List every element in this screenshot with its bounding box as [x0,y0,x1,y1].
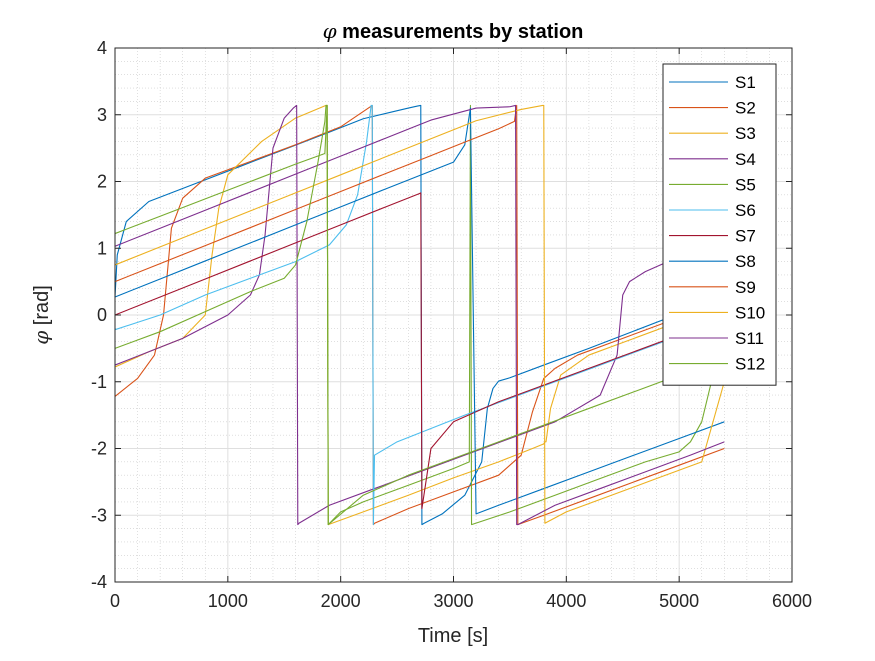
x-tick-label: 5000 [659,591,699,611]
legend-label-s5: S5 [735,175,756,194]
x-tick-label: 1000 [208,591,248,611]
x-tick-label: 0 [110,591,120,611]
series-line-s12 [114,104,714,526]
series-line-s8 [114,107,725,515]
y-axis-label-symbol: φ [29,331,53,345]
x-tick-label: 4000 [546,591,586,611]
legend: S1 S2 S3 S4 S5 S6 S7 S8 S9 S10 S11 S12 [662,63,777,386]
series-line-s2 [114,104,728,526]
series-layer [114,104,728,526]
y-tick-label: 1 [97,238,107,258]
ticks-layer: 0 1000 2000 3000 4000 5000 6000 -4 -3 -2 -1 0 1 2 3 4 [91,38,812,611]
y-tick-label: -2 [91,439,107,459]
legend-label-s8: S8 [735,252,756,271]
series-line-s4 [114,104,714,526]
series-line-s7 [114,192,680,510]
series-line-s9 [114,104,725,526]
legend-label-s11: S11 [735,329,764,348]
legend-label-s12: S12 [735,355,765,374]
chart-title-symbol: φ [323,19,337,43]
legend-label-s4: S4 [735,150,756,169]
y-tick-label: 4 [97,38,107,58]
series-line-s5 [114,104,714,526]
x-axis-label: Time [s] [418,625,488,647]
legend-label-s1: S1 [735,73,756,92]
y-tick-label: 2 [97,172,107,192]
y-tick-label: 3 [97,105,107,125]
x-tick-label: 3000 [433,591,473,611]
legend-label-s6: S6 [735,201,756,220]
x-tick-label: 6000 [772,591,812,611]
legend-label-s9: S9 [735,278,756,297]
legend-label-s7: S7 [735,227,756,246]
y-tick-label: -4 [91,572,107,592]
y-tick-label: -3 [91,505,107,525]
y-axis-label: φ [rad] [29,285,53,345]
chart-title: φ measurements by station [323,19,584,43]
series-line-s10 [114,104,725,524]
legend-box [662,63,777,386]
chart-title-text: measurements by station [337,21,584,43]
series-line-s11 [114,104,725,526]
legend-label-s2: S2 [735,99,756,118]
y-tick-label: 0 [97,305,107,325]
y-tick-label: -1 [91,372,107,392]
series-line-s6 [114,104,725,526]
legend-label-s10: S10 [735,303,765,322]
legend-label-s3: S3 [735,124,756,143]
series-line-s1 [114,104,725,526]
y-axis-label-unit: [rad] [31,285,53,325]
x-tick-label: 2000 [321,591,361,611]
